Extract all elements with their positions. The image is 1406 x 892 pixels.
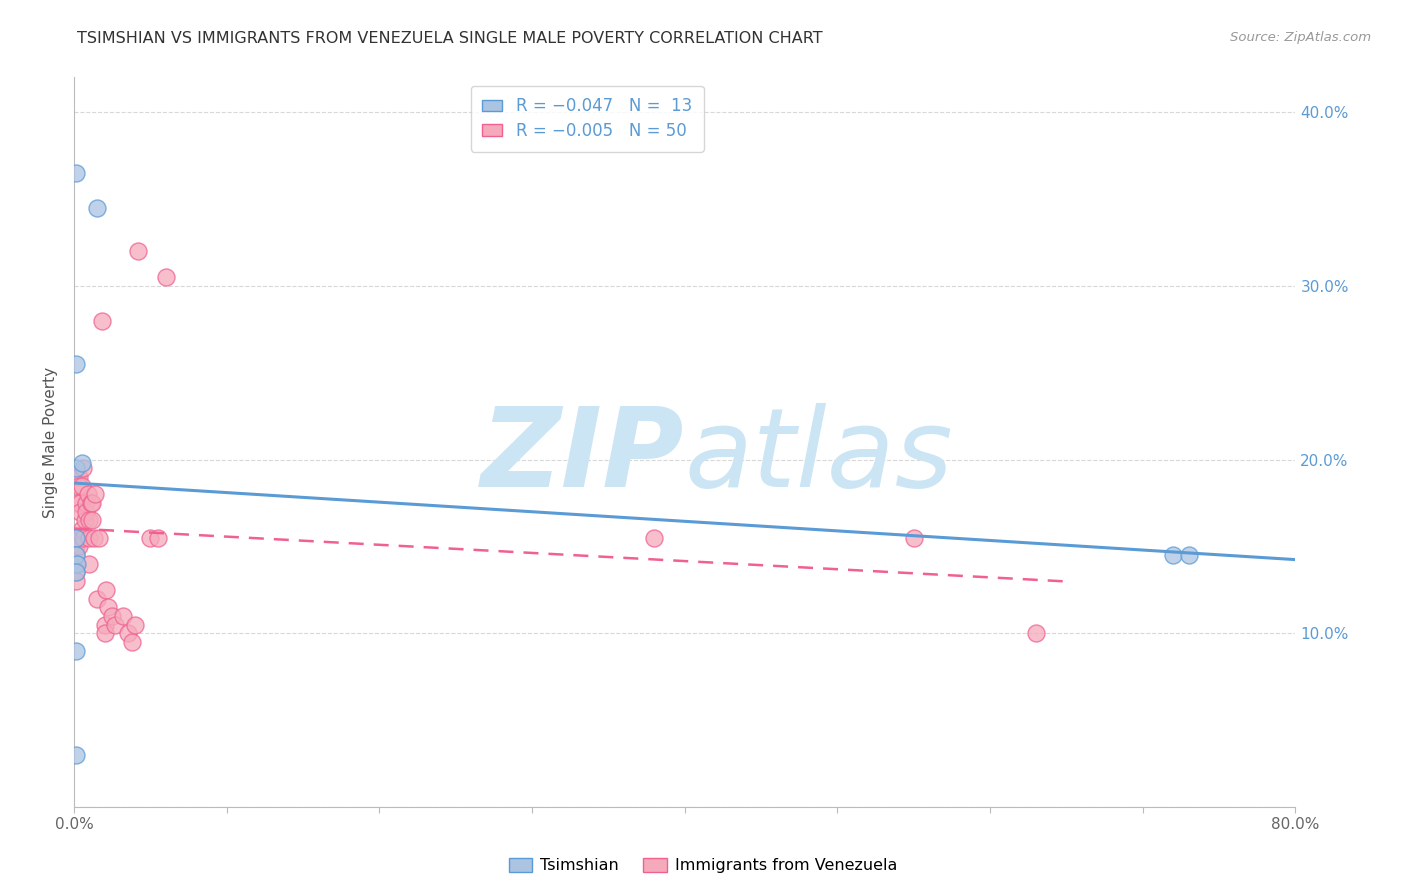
Point [66, 531, 89, 545]
Point [65, 461, 87, 475]
Point [96, 582, 118, 597]
Legend: Tsimshian, Immigrants from Venezuela: Tsimshian, Immigrants from Venezuela [502, 851, 904, 880]
Point [86, 591, 108, 606]
Point [70, 478, 93, 492]
Point [86, 201, 108, 215]
Point [69, 505, 91, 519]
Point [76, 487, 98, 501]
Y-axis label: Single Male Poverty: Single Male Poverty [44, 367, 58, 517]
Point [65, 574, 87, 589]
Point [65, 566, 87, 580]
Text: TSIMSHIAN VS IMMIGRANTS FROM VENEZUELA SINGLE MALE POVERTY CORRELATION CHART: TSIMSHIAN VS IMMIGRANTS FROM VENEZUELA S… [77, 31, 823, 46]
Point [65, 548, 87, 562]
Point [66, 470, 89, 484]
Point [93, 626, 115, 640]
Point [70, 522, 93, 536]
Point [65, 166, 87, 180]
Text: Source: ZipAtlas.com: Source: ZipAtlas.com [1230, 31, 1371, 45]
Point [75, 505, 97, 519]
Point [65, 643, 87, 657]
Point [65, 566, 87, 580]
Point [101, 608, 124, 623]
Point [121, 635, 143, 649]
Point [104, 617, 127, 632]
Point [70, 456, 93, 470]
Point [65, 557, 87, 571]
Point [67, 470, 90, 484]
Text: ZIP: ZIP [481, 403, 685, 510]
Point [66, 557, 89, 571]
Point [903, 531, 925, 545]
Point [80, 496, 103, 510]
Point [117, 626, 139, 640]
Point [65, 531, 87, 545]
Point [1163, 548, 1185, 562]
Point [124, 617, 146, 632]
Point [65, 548, 87, 562]
Point [139, 531, 162, 545]
Point [97, 600, 120, 615]
Point [1025, 626, 1047, 640]
Point [67, 540, 90, 554]
Point [83, 531, 105, 545]
Point [65, 540, 87, 554]
Point [127, 244, 149, 259]
Point [72, 531, 94, 545]
Legend: R = −0.047   N =  13, R = −0.005   N = 50: R = −0.047 N = 13, R = −0.005 N = 50 [471, 86, 703, 152]
Point [82, 513, 104, 527]
Point [79, 531, 101, 545]
Point [75, 496, 97, 510]
Point [146, 531, 169, 545]
Point [82, 496, 104, 510]
Point [643, 531, 665, 545]
Text: atlas: atlas [685, 403, 953, 510]
Point [93, 617, 115, 632]
Point [111, 608, 134, 623]
Point [67, 478, 90, 492]
Point [66, 496, 89, 510]
Point [79, 513, 101, 527]
Point [90, 313, 112, 327]
Point [1177, 548, 1199, 562]
Point [72, 461, 94, 475]
Point [69, 496, 91, 510]
Point [87, 531, 110, 545]
Point [65, 747, 87, 762]
Point [65, 531, 87, 545]
Point [84, 487, 107, 501]
Point [79, 557, 101, 571]
Point [65, 357, 87, 371]
Point [155, 270, 177, 285]
Point [73, 513, 96, 527]
